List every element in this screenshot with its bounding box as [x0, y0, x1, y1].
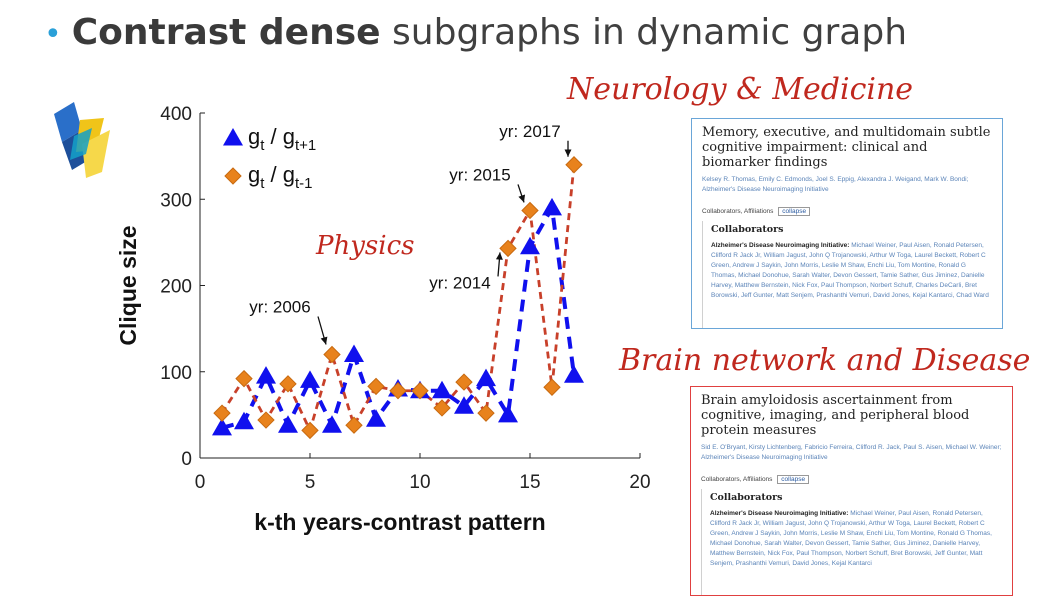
triangle-marker	[256, 366, 276, 384]
title-rest: subgraphs in dynamic graph	[380, 12, 908, 53]
triangle-marker	[564, 365, 584, 383]
collapse-button[interactable]: collapse	[777, 475, 810, 484]
y-tick-label: 300	[160, 190, 192, 211]
collaborators-label: Collaborators, Affiliations	[701, 476, 773, 483]
diamond-marker	[499, 239, 517, 258]
paper-title: Brain amyloidosis ascertainment from cog…	[701, 393, 970, 438]
triangle-marker	[476, 368, 496, 387]
collaborators-group: Alzheimer's Disease Neuroimaging Initiat…	[710, 510, 849, 517]
callout-arrowhead	[518, 194, 526, 203]
collaborators-toggle-row: Collaborators, Affiliations collapse	[691, 472, 1012, 484]
callout-arrowhead	[495, 252, 503, 260]
year-callouts: yr: 2006 yr: 2014 yr: 2015 yr: 2017	[249, 122, 572, 345]
triangle-marker	[234, 411, 254, 430]
triangle-marker	[322, 415, 342, 433]
paper-authors: Sid E. O'Bryant, Kirsty Lichtenberg, Fab…	[701, 444, 1002, 461]
y-tick-label: 0	[181, 449, 192, 470]
series-markers	[212, 156, 584, 440]
collaborators-names: Michael Weiner, Paul Aisen, Ronald Peter…	[711, 242, 989, 299]
x-tick-label: 5	[305, 472, 316, 493]
diamond-marker	[521, 201, 539, 220]
diamond-marker	[235, 369, 253, 388]
legend-label: gt / gt+1	[248, 124, 316, 154]
paper-authors: Kelsey R. Thomas, Emily C. Edmonds, Joel…	[702, 176, 969, 193]
paper-card-brain: Brain amyloidosis ascertainment from cog…	[690, 386, 1013, 596]
triangle-marker	[344, 344, 364, 362]
y-tick-label: 200	[160, 277, 192, 298]
diamond-marker	[367, 377, 385, 396]
slide-title: • Contrast dense subgraphs in dynamic gra…	[44, 12, 907, 53]
triangle-marker	[366, 409, 386, 427]
triangle-marker	[223, 128, 243, 146]
collaborators-box: Collaborators Alzheimer's Disease Neuroi…	[702, 221, 992, 328]
diamond-marker	[279, 375, 297, 393]
collaborators-box: Collaborators Alzheimer's Disease Neuroi…	[701, 489, 1002, 595]
x-tick-label: 20	[629, 472, 650, 493]
collaborators-label: Collaborators, Affiliations	[702, 208, 774, 215]
y-tick-label: 400	[160, 104, 192, 125]
y-tick-label: 100	[160, 363, 192, 384]
diamond-marker	[455, 373, 473, 391]
paper-title: Memory, executive, and multidomain subtl…	[702, 125, 991, 170]
diamond-marker	[345, 416, 363, 434]
collapse-button[interactable]: collapse	[778, 207, 811, 216]
callout-label: yr: 2017	[499, 122, 560, 141]
callout-label: yr: 2015	[449, 165, 510, 184]
collaborators-heading: Collaborators	[711, 224, 784, 235]
annotation-neurology: Neurology & Medicine	[567, 72, 914, 107]
diamond-marker	[257, 411, 275, 429]
paper-card-neurology: Memory, executive, and multidomain subtl…	[691, 118, 1003, 329]
title-bullet: •	[44, 17, 62, 52]
diamond-marker	[565, 156, 583, 174]
collaborators-names: Michael Weiner, Paul Aisen, Ronald Peter…	[710, 510, 992, 567]
triangle-marker	[300, 370, 320, 388]
title-bold: Contrast dense	[71, 12, 381, 53]
triangle-marker	[212, 417, 232, 436]
diamond-marker	[433, 399, 451, 417]
diamond-marker	[323, 345, 341, 364]
annotation-physics: Physics	[316, 231, 415, 261]
x-tick-label: 0	[195, 472, 206, 493]
callout-arrowhead	[320, 336, 328, 345]
collaborators-list: Alzheimer's Disease Neuroimaging Initiat…	[710, 503, 1002, 595]
collaborators-heading: Collaborators	[710, 492, 783, 503]
collaborators-list: Alzheimer's Disease Neuroimaging Initiat…	[711, 235, 992, 328]
triangle-marker	[432, 380, 452, 399]
legend-label: gt / gt-1	[248, 162, 313, 192]
triangle-marker	[278, 415, 298, 433]
diamond-marker	[543, 378, 561, 396]
x-tick-label: 15	[519, 472, 540, 493]
annotation-brain: Brain network and Disease	[619, 343, 1031, 378]
diamond-marker	[213, 404, 231, 422]
y-axis-label: Clique size	[115, 225, 141, 345]
triangle-marker	[542, 197, 562, 216]
collaborators-toggle-row: Collaborators, Affiliations collapse	[692, 204, 1002, 216]
callout-arrowhead	[564, 149, 572, 157]
chart-legend: gt / gt+1 gt / gt-1	[223, 124, 316, 192]
triangle-marker	[520, 236, 540, 255]
triangle-marker	[454, 396, 474, 414]
x-axis-label: k-th years-contrast pattern	[254, 509, 545, 535]
diamond-marker	[224, 167, 242, 185]
diamond-marker	[477, 404, 495, 422]
diamond-marker	[301, 421, 319, 440]
triangle-marker	[498, 404, 518, 423]
x-tick-label: 10	[409, 472, 430, 493]
diamond-marker	[389, 382, 407, 400]
diamond-marker	[411, 382, 429, 400]
collaborators-group: Alzheimer's Disease Neuroimaging Initiat…	[711, 242, 850, 249]
callout-label: yr: 2006	[249, 298, 310, 317]
callout-label: yr: 2014	[429, 273, 490, 292]
logo-icon	[54, 102, 110, 178]
